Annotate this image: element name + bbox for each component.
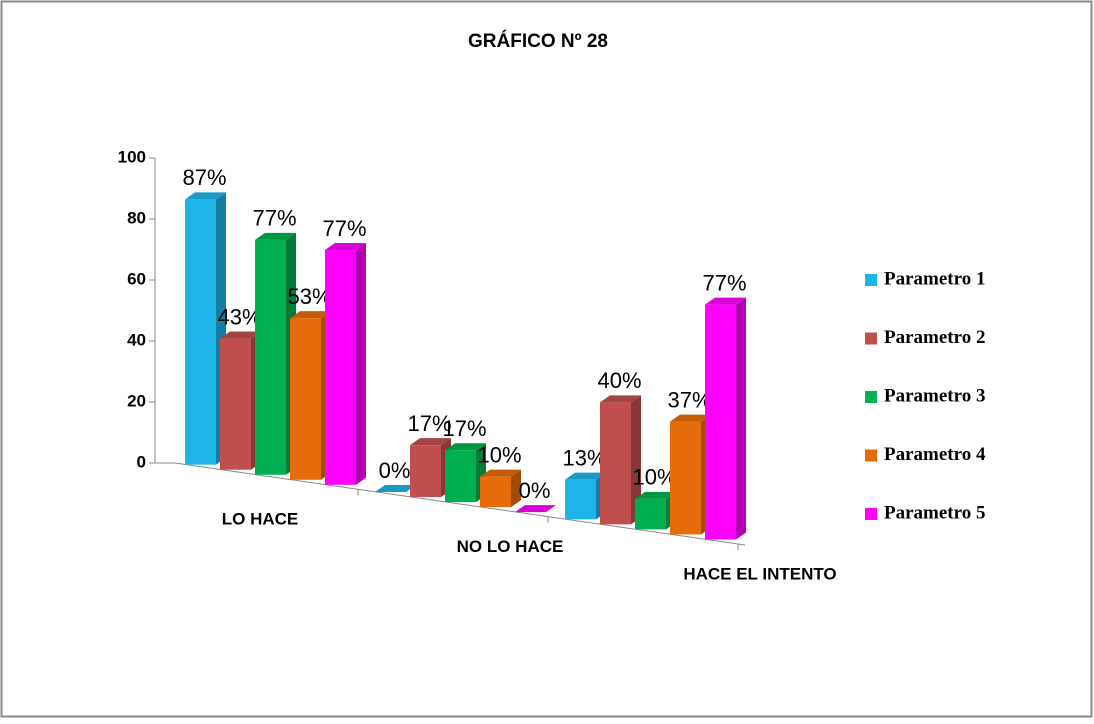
bar: [515, 505, 556, 513]
bar-top: [670, 414, 711, 422]
x-tick-label: LO HACE: [222, 510, 299, 529]
bar-front: [670, 421, 701, 535]
bar-front: [705, 304, 736, 540]
bar-top: [220, 331, 261, 339]
bar: [600, 395, 641, 525]
legend-swatch: [865, 449, 877, 462]
bar-top: [325, 242, 366, 250]
data-label: 87%: [182, 165, 226, 190]
bar: [255, 232, 296, 475]
bar-top: [515, 505, 556, 513]
bar-front: [480, 476, 511, 508]
bar-top: [705, 297, 746, 305]
bar-front: [565, 479, 596, 520]
bar-top: [290, 311, 331, 319]
bar: [635, 491, 676, 530]
x-tick-label: HACE EL INTENTO: [683, 564, 836, 583]
bar-top: [375, 485, 416, 493]
data-label: 37%: [667, 387, 711, 412]
bar: [220, 331, 261, 470]
bar-side: [511, 469, 521, 508]
bar-side: [356, 242, 366, 485]
legend-label: Parametro 4: [884, 444, 986, 465]
bar-side: [736, 297, 746, 540]
bar-top: [635, 491, 676, 499]
data-label: 77%: [322, 216, 366, 241]
bar-front: [290, 318, 321, 480]
data-label: 10%: [632, 465, 676, 490]
legend-swatch: [865, 274, 877, 286]
x-tick-label: NO LO HACE: [457, 537, 564, 556]
bar-top: [445, 443, 486, 451]
x-axis: [174, 462, 746, 546]
data-label: 40%: [597, 368, 641, 393]
data-label: 13%: [562, 445, 606, 470]
legend-swatch: [865, 508, 877, 520]
y-tick-label: 0: [137, 452, 146, 471]
bar-front: [255, 239, 286, 475]
data-label: 10%: [477, 442, 521, 467]
data-label: 43%: [217, 304, 261, 329]
legend-swatch: [865, 332, 877, 345]
bar-front: [410, 445, 441, 498]
bar-front: [325, 249, 356, 485]
bar: [445, 443, 486, 503]
bar-top: [565, 472, 606, 480]
bar: [410, 438, 451, 498]
bar-front: [635, 498, 666, 530]
legend-label: Parametro 5: [884, 502, 985, 523]
y-tick-label: 20: [127, 391, 146, 410]
bar: [185, 192, 226, 465]
y-tick-label: 100: [118, 147, 146, 166]
bar: [705, 297, 746, 540]
bar-top: [600, 395, 641, 403]
bar: [375, 485, 416, 493]
bar: [670, 414, 711, 535]
bar: [290, 311, 331, 480]
bar-front: [600, 402, 631, 525]
bar: [480, 469, 521, 508]
bar-top: [480, 469, 521, 477]
data-label: 77%: [702, 270, 746, 295]
bar-side: [631, 395, 641, 525]
bar: [565, 472, 606, 520]
legend-label: Parametro 1: [884, 268, 985, 289]
bar-front: [185, 199, 216, 465]
legend-label: Parametro 3: [884, 385, 985, 406]
legend-label: Parametro 2: [884, 327, 985, 348]
data-label: 53%: [287, 284, 331, 309]
y-tick-label: 60: [127, 269, 146, 288]
data-label: 77%: [252, 206, 296, 231]
bar-front: [445, 450, 476, 503]
legend-swatch: [865, 391, 877, 403]
bar-top: [255, 232, 296, 240]
data-label: 0%: [519, 478, 551, 503]
data-label: 17%: [407, 411, 451, 436]
y-tick-label: 40: [127, 330, 146, 349]
data-label: 0%: [379, 458, 411, 483]
bar-front: [220, 338, 251, 470]
data-label: 17%: [442, 416, 486, 441]
y-tick-label: 80: [127, 208, 146, 227]
bar-top: [185, 192, 226, 200]
bar: [325, 242, 366, 485]
bar-top: [410, 438, 451, 446]
chart-title: GRÁFICO Nº 28: [468, 30, 608, 52]
